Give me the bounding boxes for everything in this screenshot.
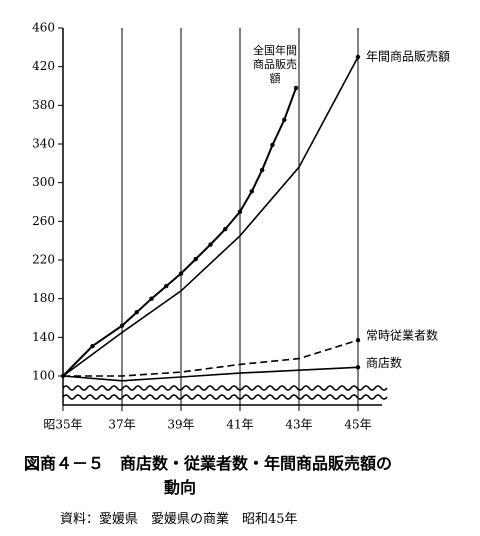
series-line [63,339,359,377]
y-tick-label: 140 [32,330,55,344]
marker [293,85,299,91]
series-line [62,366,359,382]
marker [223,226,228,232]
caption: 図商４－５ 商店数・従業者数・年間商品販売額の 動向 [24,450,392,498]
y-tick-label: 220 [32,253,55,267]
x-tick-label: 37年 [108,418,135,432]
axis-break [62,394,388,400]
marker [164,283,169,289]
marker [259,167,265,173]
y-tick-label: 380 [32,98,55,112]
series-label: 年間商品販売額 [366,49,450,64]
y-tick-label: 100 [32,369,55,383]
marker [90,343,95,349]
x-tick-label: 39年 [167,418,194,432]
marker [193,256,198,262]
marker [249,189,254,194]
series-line [62,87,297,377]
marker [237,209,243,214]
x-tick-label: 昭35年 [43,418,82,432]
marker [282,117,287,123]
caption-line: 図商４－５ 商店数・従業者数・年間商品販売額の [24,454,393,473]
y-tick-label: 300 [32,175,55,189]
x-tick-label: 45年 [344,418,371,432]
marker [149,296,154,301]
marker [355,54,361,60]
series-label: 常時従業者数 [366,328,438,343]
marker [119,323,125,328]
y-tick-label: 340 [32,137,55,151]
marker [355,365,361,370]
series-label: 商店数 [366,355,402,370]
caption-line: 動向 [164,478,197,497]
axis-break [62,385,388,391]
source: 資料：愛媛県 愛媛県の商業 昭和45年 [60,512,298,527]
x-tick-label: 41年 [226,418,253,432]
y-tick-label: 260 [32,214,55,228]
marker [355,338,361,343]
marker [178,271,184,276]
marker [134,310,139,315]
marker [270,142,275,148]
marker [208,242,213,247]
series-line [62,56,359,377]
x-tick-label: 43年 [285,418,312,432]
y-tick-label: 180 [32,291,55,305]
y-tick-label: 460 [32,21,55,35]
y-tick-label: 420 [32,59,55,73]
series-label: 全国年間商品販売額 [253,44,297,85]
